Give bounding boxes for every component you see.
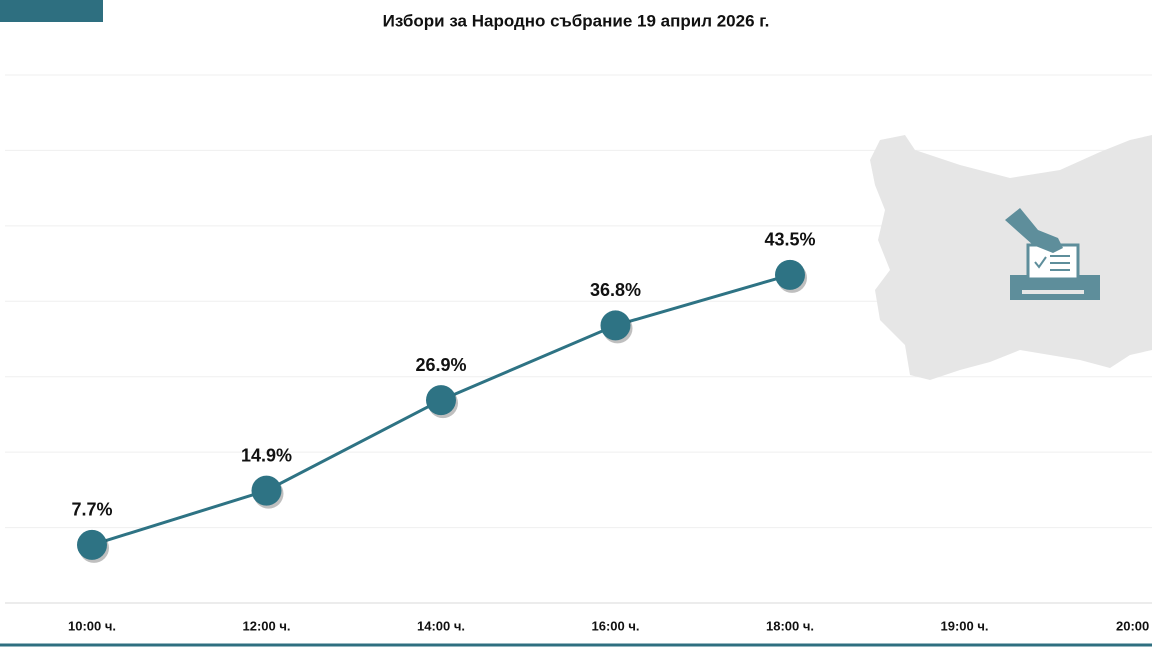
chart-title: Избори за Народно събрание 19 април 2026… (383, 11, 770, 30)
data-label: 43.5% (764, 230, 815, 250)
data-label: 7.7% (71, 500, 112, 520)
x-tick-label: 14:00 ч. (417, 618, 465, 633)
x-tick-label: 16:00 ч. (591, 618, 639, 633)
marker (426, 385, 456, 416)
corner-tab (0, 0, 103, 22)
x-tick-label: 12:00 ч. (242, 618, 290, 633)
marker (251, 475, 282, 506)
x-tick-label: 10:00 ч. (68, 618, 116, 633)
marker (77, 529, 107, 560)
map-background (870, 135, 1152, 380)
data-label: 26.9% (415, 355, 466, 375)
marker (600, 310, 631, 341)
data-label: 14.9% (241, 445, 292, 465)
marker (775, 259, 805, 290)
x-tick-label: 18:00 ч. (766, 618, 814, 633)
x-tick-label: 20:00 ч. (1116, 618, 1152, 633)
data-label: 36.8% (590, 280, 641, 300)
x-tick-label: 19:00 ч. (940, 618, 988, 633)
